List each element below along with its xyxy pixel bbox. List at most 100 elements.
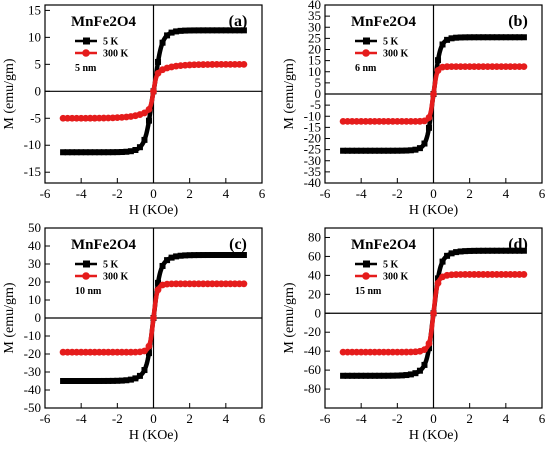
- data-point: [114, 377, 121, 384]
- data-point: [177, 252, 184, 259]
- x-tick-label: 6: [539, 186, 546, 201]
- data-point: [407, 371, 414, 378]
- data-point: [412, 146, 419, 153]
- data-point: [502, 34, 509, 41]
- data-point: [403, 147, 410, 154]
- data-point: [182, 252, 189, 259]
- data-point: [389, 372, 396, 379]
- legend-marker-circle: [362, 272, 370, 280]
- data-point: [367, 147, 374, 154]
- data-point: [231, 27, 238, 34]
- y-tick-label: -5: [30, 110, 41, 125]
- legend-marker-square: [363, 260, 370, 268]
- data-point: [421, 346, 428, 354]
- data-point: [389, 147, 396, 154]
- data-point: [421, 140, 428, 147]
- data-point: [371, 372, 378, 379]
- legend-label: 5 K: [383, 260, 399, 271]
- y-tick-label: 10: [28, 29, 41, 44]
- particle-size-label: 6 nm: [355, 63, 377, 74]
- material-label: MnFe2O4: [71, 237, 136, 253]
- material-label: MnFe2O4: [71, 14, 136, 30]
- data-point: [457, 248, 464, 255]
- y-tick-label: 0: [35, 310, 42, 325]
- data-point: [367, 372, 374, 379]
- data-point: [204, 27, 211, 34]
- data-point: [416, 145, 423, 152]
- data-point: [127, 148, 134, 155]
- y-tick-label: 5: [315, 75, 322, 90]
- data-point: [200, 27, 207, 34]
- data-point: [109, 149, 116, 156]
- x-tick-label: 0: [150, 186, 157, 201]
- data-point: [385, 147, 392, 154]
- y-axis-label: M (emu/gm): [282, 282, 297, 353]
- data-point: [344, 372, 351, 379]
- legend-marker-circle: [82, 272, 90, 280]
- data-point: [127, 376, 134, 383]
- data-point: [353, 372, 360, 379]
- data-point: [204, 252, 211, 259]
- data-point: [78, 149, 85, 156]
- data-point: [227, 252, 234, 259]
- data-point: [240, 280, 248, 288]
- x-tick-label: 6: [259, 186, 266, 201]
- panel-a: -6 -4 -2 0 2 4 6 -15 -10 -5 0 5 10 15 H (KOe) M (emu/gm…: [2, 2, 266, 218]
- data-point: [380, 147, 387, 154]
- y-tick-label: -15: [24, 164, 41, 179]
- material-label: MnFe2O4: [351, 237, 416, 253]
- y-tick-label: 10: [28, 292, 41, 307]
- data-point: [150, 314, 157, 322]
- data-point: [471, 247, 478, 254]
- data-point: [444, 36, 451, 43]
- data-point: [407, 147, 414, 154]
- data-point: [73, 149, 80, 156]
- data-point: [141, 136, 148, 143]
- data-point: [507, 34, 514, 41]
- series-5-k: [60, 27, 247, 156]
- legend-label: 5 K: [383, 37, 399, 48]
- data-point: [182, 27, 189, 34]
- data-point: [362, 372, 369, 379]
- x-tick-label: 4: [223, 411, 230, 426]
- x-tick-label: 4: [503, 411, 510, 426]
- data-point: [60, 377, 67, 384]
- data-point: [195, 27, 202, 34]
- y-tick-label: 15: [28, 2, 41, 17]
- legend-marker-circle: [82, 49, 90, 57]
- y-tick-label: -10: [24, 328, 41, 343]
- x-tick-label: 2: [466, 186, 473, 201]
- data-point: [240, 27, 247, 34]
- data-point: [471, 34, 478, 41]
- y-tick-label: 25: [308, 30, 321, 45]
- data-point: [520, 34, 527, 41]
- data-point: [453, 34, 460, 41]
- data-point: [430, 90, 437, 98]
- data-point: [105, 149, 112, 156]
- data-point: [87, 377, 94, 384]
- data-point: [69, 149, 76, 156]
- data-point: [425, 114, 433, 121]
- data-point: [78, 377, 85, 384]
- x-tick-label: -2: [112, 411, 123, 426]
- data-point: [380, 372, 387, 379]
- data-point: [371, 147, 378, 154]
- y-tick-label: 60: [308, 248, 321, 263]
- data-point: [516, 247, 523, 254]
- y-tick-label: -30: [24, 364, 41, 379]
- y-tick-label: -20: [304, 324, 321, 339]
- panel-letter: (d): [508, 236, 528, 253]
- data-point: [376, 147, 383, 154]
- data-point: [145, 105, 153, 113]
- y-axis-label: M (emu/gm): [2, 282, 17, 353]
- data-point: [358, 372, 365, 379]
- data-point: [195, 252, 202, 259]
- data-point: [64, 149, 71, 156]
- y-tick-label: -10: [24, 137, 41, 152]
- data-point: [520, 247, 527, 254]
- y-tick-label: 40: [308, 0, 321, 12]
- data-point: [439, 258, 446, 265]
- data-point: [136, 372, 143, 379]
- data-point: [466, 34, 473, 41]
- x-tick-label: 0: [430, 411, 437, 426]
